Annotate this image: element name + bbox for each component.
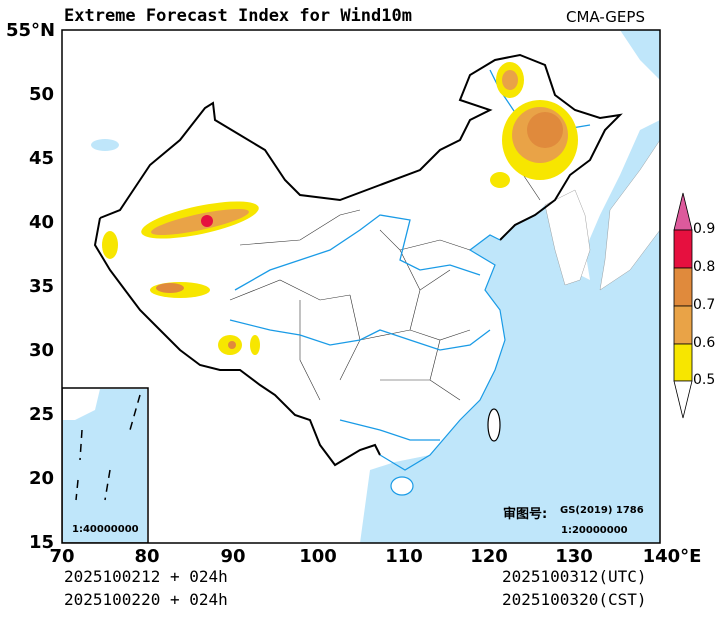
colorbar-label: 0.8 <box>693 259 716 275</box>
review-label: 审图号: <box>503 507 548 522</box>
colorbar-label: 0.7 <box>693 297 716 313</box>
colorbar-label: 0.9 <box>693 221 716 237</box>
model-source: CMA-GEPS <box>566 8 645 26</box>
lat-tick: 15 <box>28 532 54 553</box>
lat-tick: 20 <box>28 468 54 489</box>
lake-balkhash <box>91 139 119 151</box>
review-number: GS(2019) 1786 <box>560 505 644 516</box>
main-scale: 1:20000000 <box>561 525 628 536</box>
colorbar <box>673 192 693 419</box>
lon-tick: 100 <box>299 546 337 567</box>
korea-japan-land <box>544 139 660 291</box>
lon-tick: 90 <box>220 546 246 567</box>
ocean <box>360 30 660 543</box>
lon-tick: 120 <box>470 546 508 567</box>
chart-title: Extreme Forecast Index for Wind10m <box>64 6 412 26</box>
lat-tick: 25 <box>28 404 54 425</box>
init-time-utc: 2025100212 + 024h <box>64 567 228 586</box>
valid-time-cst: 2025100320(CST) <box>502 590 647 609</box>
lat-tick: 30 <box>28 340 54 361</box>
inset-map <box>62 387 149 543</box>
lat-tick: 45 <box>28 148 54 169</box>
efi-shading <box>102 62 578 355</box>
china-border <box>93 53 623 467</box>
init-time-cst: 2025100220 + 024h <box>64 590 228 609</box>
lat-tick: 55°N <box>6 20 56 41</box>
lon-tick: 80 <box>134 546 160 567</box>
valid-time-utc: 2025100312(UTC) <box>502 567 647 586</box>
lon-tick: 130 <box>555 546 593 567</box>
south-sea-land <box>170 475 290 535</box>
hainan-island <box>390 476 414 496</box>
lon-tick: 70 <box>49 546 75 567</box>
lat-tick: 40 <box>28 212 54 233</box>
colorbar-label: 0.6 <box>693 335 716 351</box>
lon-tick: 140°E <box>642 546 702 567</box>
lon-tick: 110 <box>385 546 423 567</box>
taiwan-island <box>487 408 501 442</box>
colorbar-label: 0.5 <box>693 372 716 388</box>
lat-tick: 35 <box>28 276 54 297</box>
plot-frame <box>61 29 661 544</box>
inset-scale: 1:40000000 <box>72 524 139 535</box>
lat-tick: 50 <box>28 84 54 105</box>
